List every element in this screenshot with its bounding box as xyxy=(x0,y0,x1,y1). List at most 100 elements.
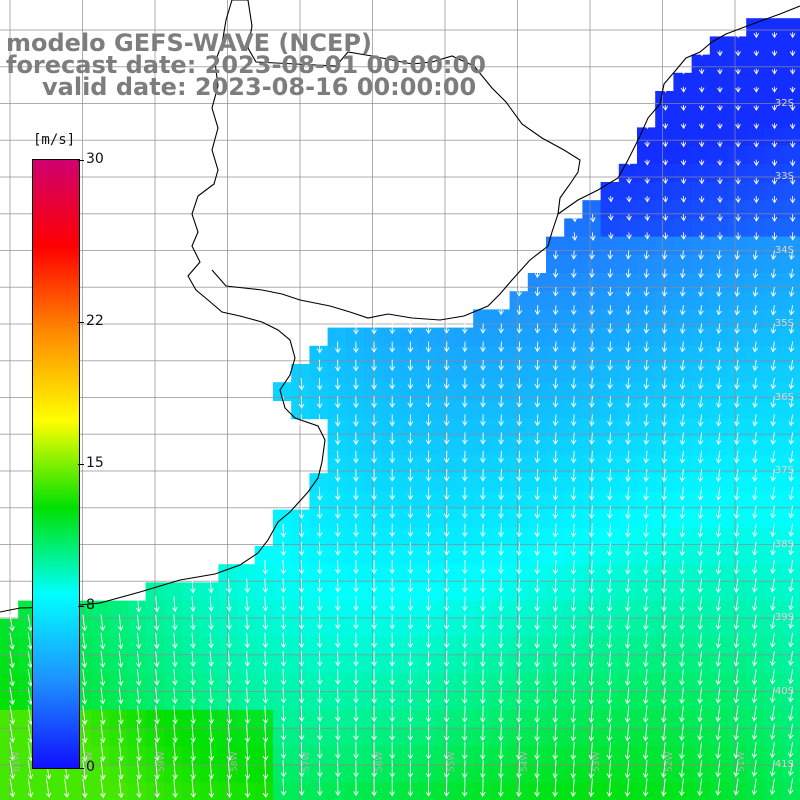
wind-arrow xyxy=(190,632,196,649)
field-cell xyxy=(564,509,583,529)
wind-arrow xyxy=(280,541,287,557)
field-cell xyxy=(91,655,110,674)
field-cell xyxy=(182,618,201,638)
wind-arrow xyxy=(262,614,269,630)
wind-arrow xyxy=(534,341,541,353)
field-cell xyxy=(746,18,765,37)
field-cell xyxy=(127,673,147,693)
wind-arrow xyxy=(498,414,504,427)
field-cell xyxy=(455,327,474,347)
wind-arrow xyxy=(298,377,305,391)
field-cell xyxy=(637,254,656,274)
field-cell xyxy=(273,637,292,656)
field-cell xyxy=(382,436,401,456)
field-cell xyxy=(491,327,511,347)
wind-arrow xyxy=(479,760,486,779)
wind-arrow xyxy=(789,159,796,167)
wind-arrow xyxy=(316,614,323,630)
wind-arrow xyxy=(172,760,178,780)
wind-arrow xyxy=(626,232,632,240)
wind-arrow xyxy=(516,432,523,445)
wind-arrow xyxy=(644,177,650,185)
field-cell xyxy=(691,382,711,401)
wind-arrow xyxy=(698,104,705,111)
wind-arrow xyxy=(335,669,341,686)
wind-arrow xyxy=(624,778,631,797)
wind-arrow xyxy=(298,778,305,797)
wind-arrow xyxy=(118,705,124,725)
field-cell xyxy=(746,491,765,511)
wind-arrow xyxy=(353,396,359,409)
field-cell xyxy=(746,36,765,56)
wind-arrow xyxy=(679,396,686,409)
field-cell xyxy=(364,764,383,784)
wind-arrow xyxy=(389,377,396,390)
wind-arrow xyxy=(751,596,758,612)
wind-arrow xyxy=(480,632,486,649)
wind-arrow xyxy=(607,359,613,371)
wind-arrow xyxy=(316,578,323,593)
field-cell xyxy=(655,691,674,711)
field-cell xyxy=(637,436,656,456)
field-cell xyxy=(746,564,765,583)
field-cell xyxy=(728,600,747,620)
colorbar-tick-mark xyxy=(78,464,84,465)
field-cell xyxy=(473,345,492,365)
field-cell xyxy=(746,145,765,165)
lat-label: 40S xyxy=(774,685,794,697)
field-cell xyxy=(673,527,693,547)
wind-arrow xyxy=(661,650,667,668)
field-cell xyxy=(600,746,620,765)
field-cell xyxy=(618,527,638,547)
wind-arrow xyxy=(643,377,650,390)
wind-arrow xyxy=(407,578,414,593)
field-cell xyxy=(709,36,729,56)
field-cell xyxy=(637,673,656,693)
wind-arrow xyxy=(698,341,704,353)
wind-arrow xyxy=(335,578,341,593)
field-cell xyxy=(618,746,638,765)
field-cell xyxy=(782,254,800,274)
wind-arrow xyxy=(733,578,740,593)
wind-arrow xyxy=(353,359,359,372)
field-cell xyxy=(400,728,420,747)
wind-arrow xyxy=(425,650,432,667)
wind-arrow xyxy=(371,760,377,778)
field-cell xyxy=(327,546,347,565)
field-cell xyxy=(782,582,800,602)
wind-arrow xyxy=(751,614,758,630)
wind-arrow xyxy=(571,323,577,334)
wind-arrow xyxy=(643,614,649,631)
wind-arrow xyxy=(552,705,558,724)
wind-arrow xyxy=(498,487,504,501)
wind-arrow xyxy=(371,505,377,519)
wind-arrow xyxy=(644,123,650,130)
wind-arrow xyxy=(588,468,595,483)
wind-arrow xyxy=(662,177,669,185)
wind-arrow xyxy=(716,377,722,390)
wind-arrow xyxy=(752,305,759,316)
wind-arrow xyxy=(715,650,722,667)
wind-arrow xyxy=(81,687,88,705)
field-cell xyxy=(509,364,529,383)
field-cell xyxy=(782,455,800,474)
wind-arrow xyxy=(534,414,541,427)
wind-arrow xyxy=(607,341,613,353)
field-cell xyxy=(655,254,674,274)
field-cell xyxy=(782,382,800,401)
field-cell xyxy=(691,218,711,238)
wind-arrow xyxy=(534,632,540,649)
wind-arrow xyxy=(353,687,359,704)
wind-arrow xyxy=(63,778,70,798)
wind-arrow xyxy=(679,778,685,797)
wind-arrow xyxy=(788,414,795,427)
wind-arrow xyxy=(607,414,613,427)
field-cell xyxy=(673,746,693,765)
wind-arrow xyxy=(480,523,486,538)
wind-arrow xyxy=(607,250,614,260)
wind-arrow xyxy=(443,687,450,705)
wind-arrow xyxy=(99,632,106,650)
wind-arrow xyxy=(624,669,631,686)
wind-arrow xyxy=(697,669,703,686)
wind-arrow xyxy=(770,414,776,427)
